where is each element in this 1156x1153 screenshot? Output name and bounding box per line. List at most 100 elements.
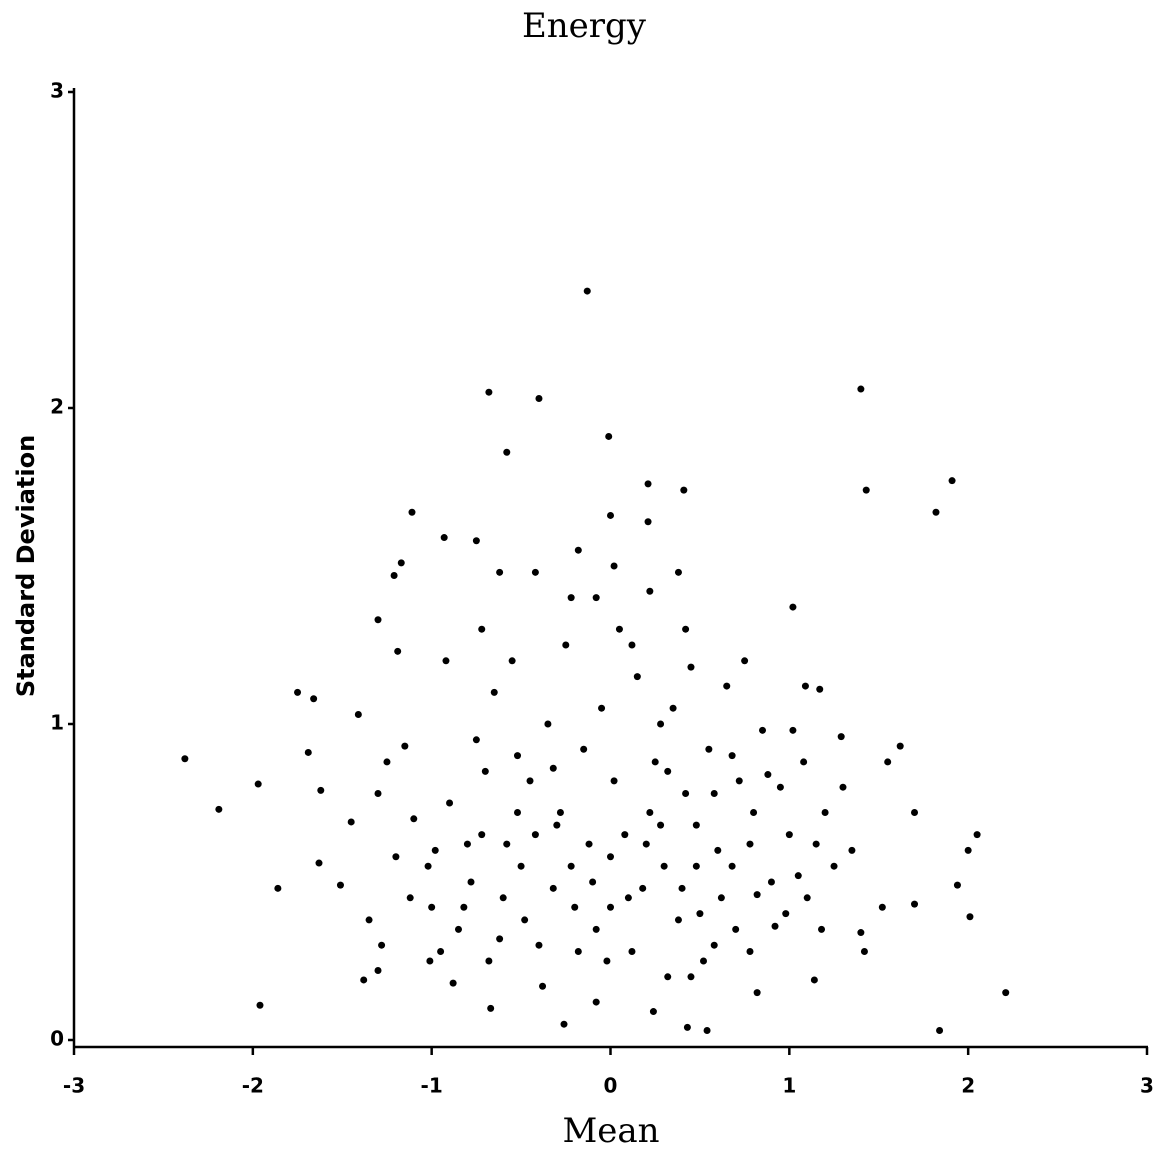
point [782, 910, 790, 918]
point [884, 758, 892, 766]
point [741, 657, 749, 665]
point [553, 821, 561, 829]
point [496, 935, 504, 943]
point [848, 846, 856, 854]
point [644, 518, 652, 526]
point [374, 966, 382, 974]
point [687, 973, 695, 981]
point [759, 726, 767, 734]
x-tick-label: 0 [604, 1074, 618, 1098]
point [624, 894, 632, 902]
point [256, 1001, 264, 1009]
point [499, 894, 507, 902]
point [514, 808, 522, 816]
point [449, 979, 457, 987]
point [911, 900, 919, 908]
y-axis-label: Standard Deviation [12, 435, 40, 697]
point [454, 925, 462, 933]
point [657, 720, 665, 728]
point [628, 948, 636, 956]
point [785, 831, 793, 839]
point [531, 831, 539, 839]
point [254, 780, 262, 788]
x-tick-label: 1 [782, 1074, 796, 1098]
point [696, 910, 704, 918]
point [503, 840, 511, 848]
point [794, 872, 802, 880]
point [463, 840, 471, 848]
point [574, 948, 582, 956]
point [598, 704, 606, 712]
point [816, 685, 824, 693]
point [401, 742, 409, 750]
point [428, 903, 436, 911]
point [354, 711, 362, 719]
point [426, 957, 434, 965]
point [710, 790, 718, 798]
point [431, 846, 439, 854]
point [592, 925, 600, 933]
point [753, 989, 761, 997]
point [857, 385, 865, 393]
point [440, 534, 448, 542]
point [818, 925, 826, 933]
point [360, 976, 368, 984]
y-tick-label: 3 [50, 79, 64, 103]
point [181, 755, 189, 763]
point [680, 486, 688, 494]
point [821, 808, 829, 816]
point [549, 764, 557, 772]
point [408, 508, 416, 516]
point [467, 878, 475, 886]
point [607, 903, 614, 911]
point [424, 862, 432, 870]
point [481, 767, 489, 775]
point [539, 982, 547, 990]
point [317, 786, 325, 794]
point [644, 480, 652, 488]
point [764, 771, 772, 779]
point [728, 752, 736, 760]
point [746, 840, 754, 848]
point [776, 783, 784, 791]
point [460, 903, 468, 911]
point [932, 508, 940, 516]
point [911, 808, 919, 816]
point [615, 625, 623, 633]
point [446, 799, 454, 807]
point [531, 568, 539, 576]
point [508, 657, 516, 665]
point [549, 884, 557, 892]
point [692, 862, 700, 870]
point [682, 790, 690, 798]
point [830, 862, 838, 870]
point [567, 594, 575, 602]
point [442, 657, 450, 665]
point [664, 973, 672, 981]
point [948, 477, 956, 485]
point [746, 948, 754, 956]
point [646, 808, 654, 816]
point [535, 395, 543, 403]
point [336, 881, 344, 889]
point [878, 903, 886, 911]
point [682, 625, 690, 633]
point [1002, 989, 1010, 997]
point [857, 929, 865, 937]
point [406, 894, 414, 902]
y-tick-label: 2 [50, 395, 64, 419]
point [789, 603, 797, 611]
point [633, 673, 641, 681]
point [521, 916, 529, 924]
point [503, 448, 511, 456]
point [485, 957, 493, 965]
point [605, 432, 613, 440]
point [839, 783, 847, 791]
point [544, 720, 552, 728]
point [383, 758, 391, 766]
point [390, 571, 398, 579]
point [567, 862, 575, 870]
point [896, 742, 904, 750]
point [310, 695, 318, 703]
point [660, 862, 668, 870]
